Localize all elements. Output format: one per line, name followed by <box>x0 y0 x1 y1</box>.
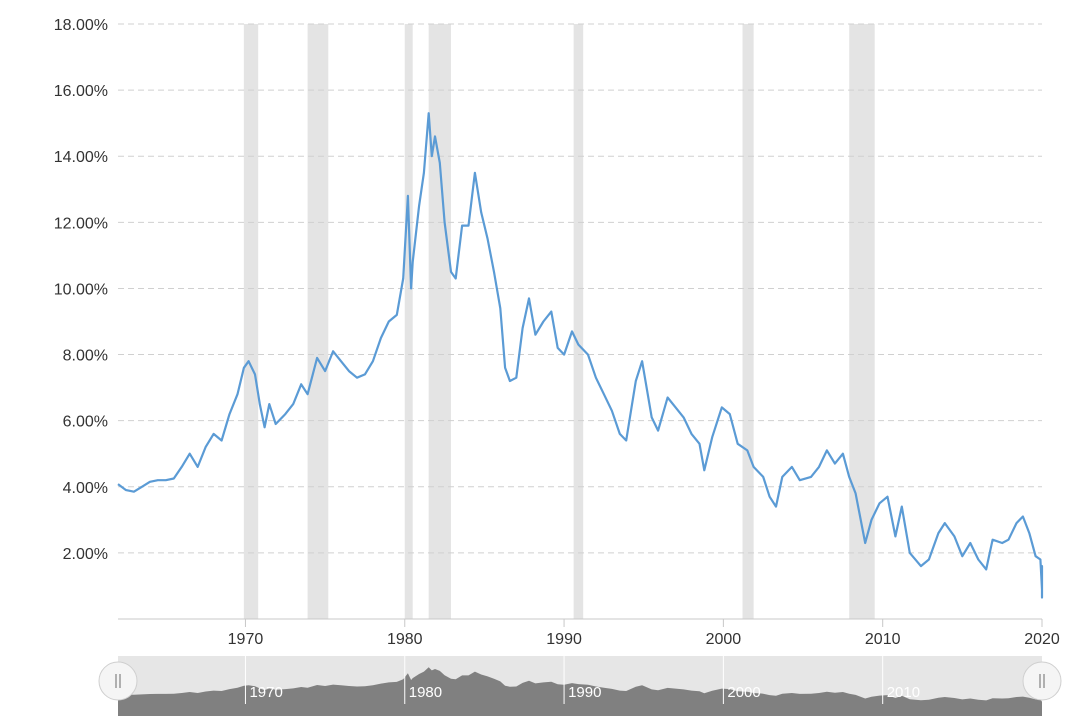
x-tick-label: 2010 <box>865 631 901 648</box>
x-tick-label: 1990 <box>546 631 582 648</box>
y-tick-label: 10.00% <box>54 281 108 298</box>
x-tick-label: 2020 <box>1024 631 1060 648</box>
y-tick-label: 2.00% <box>63 546 108 563</box>
recession-band-0 <box>243 24 259 619</box>
x-tick-label: 1980 <box>387 631 423 648</box>
navigator-handle-right[interactable] <box>1022 661 1062 701</box>
y-tick-label: 8.00% <box>63 348 108 365</box>
recession-band-1 <box>307 24 329 619</box>
y-tick-label: 16.00% <box>54 83 108 100</box>
series-line-0 <box>117 112 1044 599</box>
navigator-area-base <box>118 704 1042 716</box>
navigator-tick-label: 1990 <box>568 684 601 701</box>
recession-band-3 <box>428 24 451 619</box>
recession-bands <box>243 24 875 619</box>
y-tick-label: 4.00% <box>63 480 108 497</box>
navigator-tick-label: 2010 <box>887 684 920 701</box>
recession-band-4 <box>573 24 584 619</box>
navigator-tick-label: 2000 <box>727 684 760 701</box>
x-tick-label: 2000 <box>706 631 742 648</box>
recession-band-5 <box>742 24 754 619</box>
x-tick-label: 1970 <box>228 631 264 648</box>
series-group <box>117 112 1044 599</box>
navigator-tick-label: 1980 <box>409 684 442 701</box>
y-tick-label: 6.00% <box>63 414 108 431</box>
navigator-handle-left[interactable] <box>98 661 138 701</box>
gridlines <box>118 23 1042 554</box>
recession-band-2 <box>404 24 413 619</box>
range-navigator[interactable]: 1970 1980 1990 2000 2010 <box>98 656 1062 716</box>
navigator-area <box>118 667 1042 704</box>
x-axis-labels: 1970 1980 1990 2000 2010 2020 <box>228 619 1060 648</box>
y-tick-label: 14.00% <box>54 149 108 166</box>
y-tick-label: 18.00% <box>54 17 108 34</box>
navigator-tick-label: 1970 <box>249 684 282 701</box>
y-tick-label: 12.00% <box>54 215 108 232</box>
y-axis-labels: 2.00% 4.00% 6.00% 8.00% 10.00% 12.00% 14.00% 16… <box>54 17 108 563</box>
